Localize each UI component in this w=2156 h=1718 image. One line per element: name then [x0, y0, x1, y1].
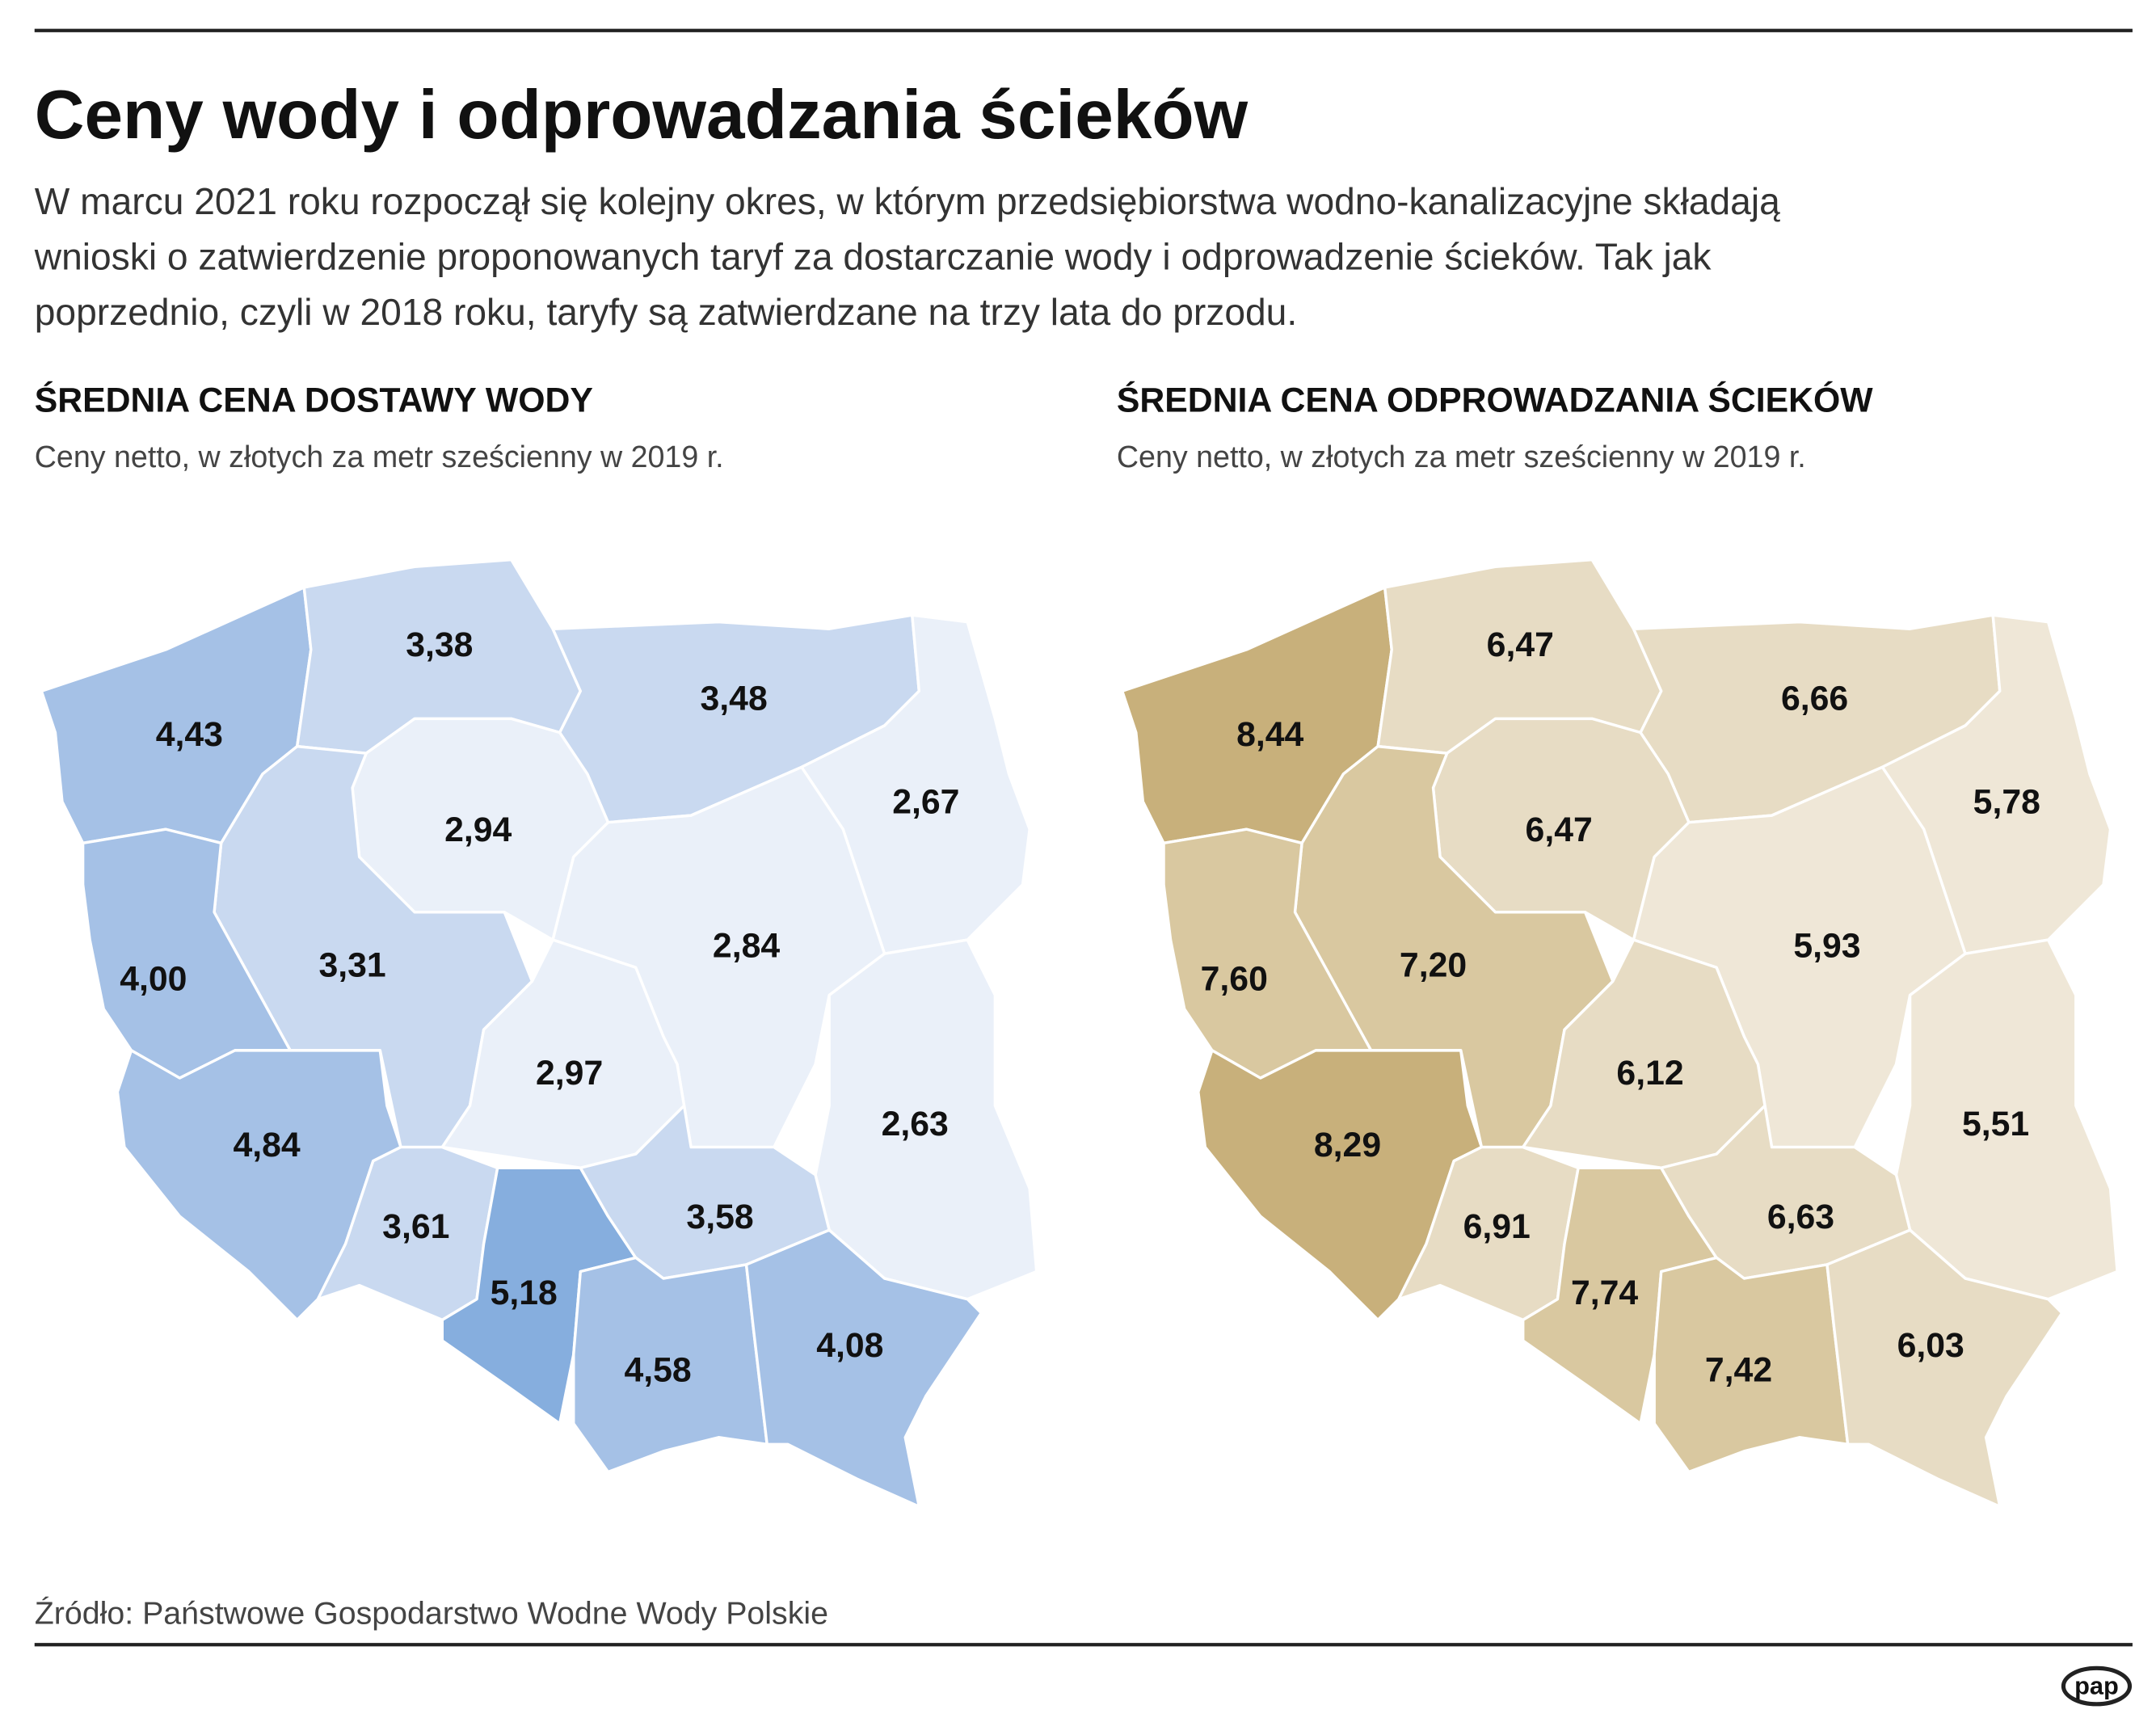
region-value-label: 4,43 — [156, 715, 223, 754]
region-value-label: 2,84 — [713, 927, 780, 966]
region-value-label: 5,93 — [1793, 927, 1860, 966]
region-value-label: 6,12 — [1616, 1054, 1683, 1093]
region-value-label: 6,63 — [1767, 1198, 1834, 1236]
map: 8,44 6,47 6,66 5,78 6,47 7,20 7,60 5,93 6,12 5,51… — [1121, 558, 2119, 1508]
region — [579, 1104, 831, 1280]
region-value-label: 3,31 — [319, 946, 386, 985]
region-value-label: 3,38 — [406, 625, 473, 664]
region-value-label: 4,00 — [120, 960, 187, 999]
region-value-label: 6,91 — [1463, 1207, 1531, 1246]
logo-badge — [2061, 1665, 2133, 1707]
map-subtitle: Ceny netto, w złotych za metr sześcienny… — [35, 440, 724, 474]
region-value-label: 6,47 — [1487, 625, 1554, 664]
region-value-label: 4,84 — [233, 1126, 300, 1164]
region-value-label: 7,74 — [1571, 1274, 1638, 1312]
map-title: ŚREDNIA CENA DOSTAWY WODY — [35, 381, 593, 420]
intro-line: wnioski o zatwierdzenie proponowanych ta… — [34, 236, 1712, 278]
region — [1660, 1104, 1912, 1280]
region-value-label: 2,97 — [536, 1054, 603, 1093]
region-value-label: 6,03 — [1897, 1326, 1964, 1365]
region-value-label: 5,51 — [1962, 1105, 2029, 1143]
region-value-label: 5,78 — [1973, 783, 2040, 822]
region-value-label: 4,58 — [624, 1351, 691, 1390]
region-value-label: 8,29 — [1314, 1126, 1381, 1164]
region-value-label: 2,94 — [444, 811, 512, 849]
region-value-label: 8,44 — [1236, 715, 1303, 754]
region-value-label: 7,42 — [1705, 1351, 1772, 1390]
region — [744, 1228, 983, 1508]
region-value-label: 6,66 — [1781, 679, 1848, 718]
region — [572, 1256, 768, 1474]
region-value-label: 5,18 — [491, 1274, 558, 1312]
region-value-label: 4,08 — [816, 1326, 883, 1365]
map-title: ŚREDNIA CENA ODPROWADZANIA ŚCIEKÓW — [1117, 381, 1873, 420]
region-value-label: 2,67 — [892, 783, 959, 822]
region-value-label: 6,47 — [1526, 811, 1593, 849]
intro-line: W marcu 2021 roku rozpoczął się kolejny … — [35, 180, 1780, 222]
title: Ceny wody i odprowadzania ścieków — [35, 77, 1249, 154]
intro-line: poprzednio, czyli w 2018 roku, taryfy są… — [35, 291, 1297, 333]
logo: pap — [2074, 1671, 2119, 1699]
region-value-label: 7,20 — [1400, 946, 1467, 985]
region — [1825, 1228, 2064, 1508]
region-value-label: 7,60 — [1201, 960, 1268, 999]
region-value-label: 3,48 — [701, 679, 768, 718]
source: Źródło: Państwowe Gospodarstwo Wodne Wod… — [35, 1596, 828, 1632]
map-subtitle: Ceny netto, w złotych za metr sześcienny… — [1117, 440, 1806, 474]
region-value-label: 3,61 — [382, 1207, 449, 1246]
region-value-label: 3,58 — [686, 1198, 753, 1236]
region — [1653, 1256, 1850, 1474]
map: 4,43 3,38 3,48 2,67 2,94 3,31 4,00 2,84 2,97 2,63… — [40, 558, 1038, 1508]
region-value-label: 2,63 — [882, 1105, 949, 1143]
